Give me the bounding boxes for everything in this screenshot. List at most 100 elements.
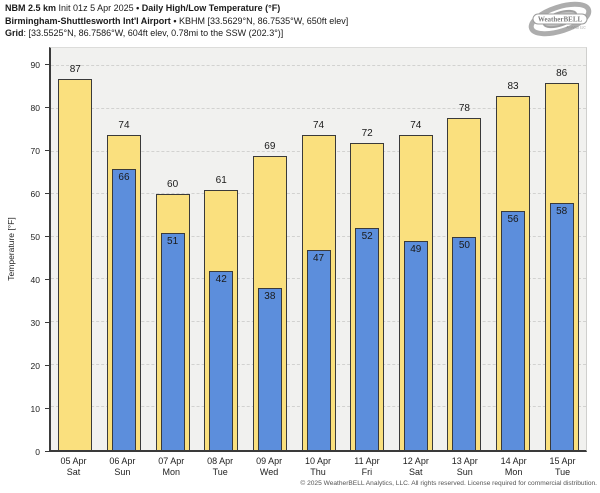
chart-header: NBM 2.5 km Init 01z 5 Apr 2025 • Daily H…: [5, 2, 348, 40]
high-value-label: 78: [458, 102, 470, 114]
low-bar: [549, 202, 574, 450]
low-value-label: 66: [118, 171, 130, 183]
high-value-label: 86: [556, 68, 568, 80]
low-value-label: 51: [167, 235, 179, 247]
x-tick-label: 14 Apr Mon: [501, 456, 527, 478]
header-line-2: Birmingham-Shuttlesworth Int'l Airport •…: [5, 15, 348, 28]
y-tick-mark: [45, 236, 49, 238]
y-tick-label-40: 40: [30, 275, 40, 286]
low-bar: [111, 168, 136, 450]
grid-info: : [33.5525°N, 86.7586°W, 604ft elev, 0.7…: [23, 28, 284, 38]
plot-area: 87 74 66 60 51 61 42 69 38 74 47 72 52 74 49 78 50 83 56 86…: [49, 47, 587, 452]
low-value-label: 47: [312, 252, 325, 264]
x-tick-day: Sun: [456, 467, 473, 477]
y-tick-label-90: 90: [30, 60, 40, 71]
low-value-label: 52: [361, 231, 373, 243]
x-tick-date: 06 Apr: [109, 456, 136, 466]
low-value-label: 50: [458, 239, 470, 251]
low-bar: [306, 249, 331, 450]
high-value-label: 87: [69, 64, 81, 76]
high-value-label: 72: [361, 128, 373, 140]
y-tick-mark: [45, 279, 49, 281]
low-value-label: 42: [215, 273, 227, 285]
low-value-label: 49: [410, 244, 422, 256]
low-bar: [160, 232, 185, 450]
header-line-3: Grid: [33.5525°N, 86.7586°W, 604ft elev,…: [5, 27, 348, 40]
product-title: Daily High/Low Temperature (°F): [141, 3, 281, 13]
station-info: KBHM [33.5629°N, 86.7535°W, 650ft elev]: [179, 15, 349, 26]
model-name: NBM 2.5 km: [5, 3, 57, 13]
y-tick-label-20: 20: [30, 361, 40, 372]
x-tick-day: Fri: [361, 467, 373, 477]
y-tick-mark: [45, 193, 49, 195]
low-bar: [501, 211, 526, 450]
low-value-label: 38: [264, 291, 276, 303]
x-tick-label: 05 Apr Sat: [60, 456, 86, 478]
high-value-label: 74: [312, 119, 325, 131]
x-tick-day: Mon: [504, 467, 523, 477]
low-value-label: 56: [507, 214, 519, 226]
low-value-label: 58: [556, 205, 568, 217]
y-tick-label-60: 60: [30, 189, 40, 200]
x-tick-label: 10 Apr Thu: [305, 456, 331, 478]
high-value-label: 74: [118, 119, 130, 131]
x-tick-label: 09 Apr Wed: [256, 456, 282, 478]
low-bar: [355, 228, 380, 450]
y-tick-mark: [45, 64, 49, 66]
x-tick-day: Tue: [554, 467, 571, 477]
y-tick-label-70: 70: [30, 146, 40, 157]
x-tick-label: 06 Apr Sun: [109, 456, 135, 478]
x-tick-date: 15 Apr: [549, 456, 576, 466]
separator-bullet: •: [173, 15, 177, 26]
high-value-label: 83: [507, 81, 519, 93]
x-tick-label: 12 Apr Sat: [403, 456, 429, 478]
logo-brand-text: WeatherBELL: [538, 16, 583, 24]
x-tick-label: 08 Apr Tue: [207, 456, 233, 478]
y-tick-label-30: 30: [30, 318, 40, 329]
low-bar: [257, 288, 282, 450]
y-tick-mark: [45, 451, 49, 452]
high-value-label: 60: [167, 179, 179, 191]
high-bar: [58, 79, 93, 450]
x-tick-day: Sun: [114, 467, 131, 477]
header-line-1: NBM 2.5 km Init 01z 5 Apr 2025 • Daily H…: [5, 2, 348, 15]
low-bar: [452, 236, 477, 450]
weatherbell-logo-icon: WeatherBELL Analytics LLC: [528, 1, 592, 37]
logo-sub-text: Analytics LLC: [566, 26, 586, 30]
x-tick-date: 13 Apr: [451, 456, 478, 466]
y-tick-mark: [45, 322, 49, 324]
x-tick-label: 13 Apr Sun: [452, 456, 478, 478]
y-tick-label-0: 0: [35, 447, 40, 457]
x-tick-date: 14 Apr: [500, 456, 527, 466]
copyright-notice: © 2025 WeatherBELL Analytics, LLC. All r…: [300, 480, 597, 487]
x-tick-label: 11 Apr Fri: [354, 456, 379, 478]
y-tick-mark: [45, 107, 49, 109]
y-tick-label-50: 50: [30, 232, 40, 243]
x-tick-date: 09 Apr: [256, 456, 283, 466]
high-value-label: 74: [410, 119, 422, 131]
low-bar: [209, 270, 234, 450]
high-value-label: 69: [264, 140, 276, 152]
y-axis: 0 10 20 30 40 50 60 70 80 90: [0, 47, 49, 457]
y-tick-label-10: 10: [30, 404, 40, 415]
y-tick-mark: [45, 408, 49, 410]
separator-bullet: •: [136, 3, 140, 13]
x-tick-label: 15 Apr Tue: [550, 456, 576, 478]
x-tick-label: 07 Apr Mon: [158, 456, 184, 478]
low-bar: [403, 241, 428, 450]
grid-label: Grid: [5, 28, 24, 38]
x-tick-date: 05 Apr: [60, 456, 87, 466]
init-time: Init 01z 5 Apr 2025: [58, 3, 134, 13]
y-tick-mark: [45, 150, 49, 152]
x-axis: 05 Apr Sat 06 Apr Sun 07 Apr Mon 08 Apr Tue 09 A…: [49, 456, 587, 480]
x-tick-day: Mon: [162, 467, 181, 477]
x-tick-date: 08 Apr: [207, 456, 234, 466]
y-tick-mark: [45, 365, 49, 367]
x-tick-day: Sat: [66, 467, 81, 477]
x-tick-date: 12 Apr: [402, 456, 429, 466]
gridline-80: [51, 107, 586, 109]
x-tick-day: Sat: [409, 467, 423, 477]
y-tick-label-80: 80: [30, 103, 40, 114]
x-tick-day: Tue: [212, 467, 228, 477]
x-tick-day: Wed: [259, 467, 279, 477]
